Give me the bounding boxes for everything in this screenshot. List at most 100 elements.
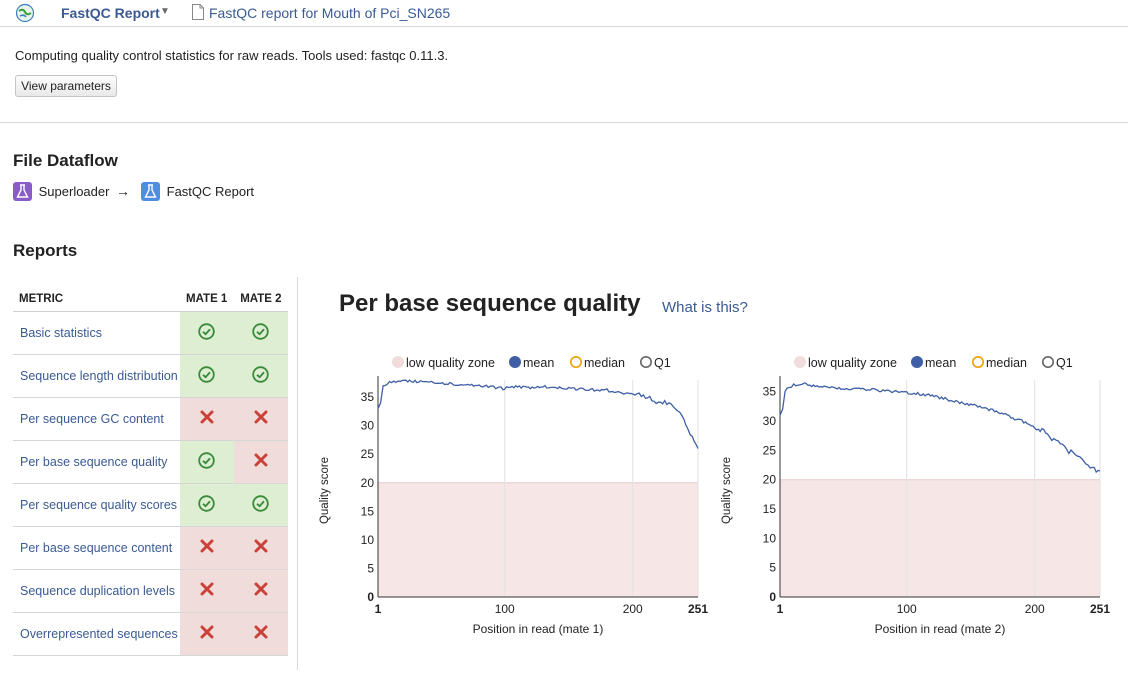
dataflow-target-label: FastQC Report <box>166 184 255 199</box>
document-title: FastQC report for Mouth of Pci_SN265 <box>209 5 451 21</box>
fail-cross-icon <box>200 625 214 639</box>
y-tick-label: 35 <box>763 385 777 399</box>
column-header-mate2: MATE 2 <box>233 288 288 312</box>
mate2-status <box>233 569 288 613</box>
dataflow-source[interactable]: Superloader <box>13 182 109 201</box>
y-tick-label: 10 <box>763 531 777 545</box>
table-row: Per sequence quality scores <box>13 483 288 527</box>
view-parameters-button[interactable]: View parameters <box>15 75 117 97</box>
table-row: Per sequence GC content <box>13 397 288 441</box>
table-row: Per base sequence quality <box>13 440 288 484</box>
y-tick-label: 25 <box>763 443 777 457</box>
dataflow-source-label: Superloader <box>38 184 110 199</box>
dataflow-target[interactable]: FastQC Report <box>141 182 254 201</box>
mate2-status <box>233 612 288 656</box>
mate2-status <box>233 483 288 527</box>
legend-marker <box>794 356 807 368</box>
pass-check-icon <box>198 365 215 383</box>
metric-link[interactable]: Per sequence quality scores <box>13 483 180 527</box>
x-tick-label: 100 <box>897 602 917 616</box>
fail-cross-icon <box>254 410 268 424</box>
pass-check-icon <box>198 322 215 340</box>
legend-entry: Q1 <box>654 356 671 370</box>
low-quality-zone <box>780 479 1100 597</box>
x-axis-label: Position in read (mate 1) <box>473 622 604 636</box>
y-tick-label: 5 <box>367 561 374 575</box>
mate1-status <box>179 483 234 527</box>
y-tick-label: 0 <box>367 590 374 604</box>
dataflow-title: File Dataflow <box>13 151 118 170</box>
legend-marker <box>569 356 582 368</box>
fail-cross-icon <box>200 582 214 596</box>
app-logo-icon[interactable] <box>15 3 35 23</box>
legend-marker <box>1041 356 1054 368</box>
pass-check-icon <box>252 365 270 383</box>
what-is-this-link[interactable]: What is this? <box>662 299 748 316</box>
x-tick-label: 1 <box>777 602 784 616</box>
metric-link[interactable]: Sequence length distribution <box>13 354 180 398</box>
table-row: Basic statistics <box>13 311 288 355</box>
app-title-menu[interactable]: FastQC Report <box>61 5 160 21</box>
metric-link[interactable]: Per sequence GC content <box>13 397 180 441</box>
mate2-status <box>233 397 288 441</box>
table-row: Sequence length distribution <box>13 354 288 398</box>
x-tick-label: 100 <box>495 602 515 616</box>
mate1-status <box>179 569 234 613</box>
metric-link[interactable]: Sequence duplication levels <box>13 569 180 613</box>
table-row: Sequence duplication levels <box>13 569 288 613</box>
mate1-status <box>179 440 234 484</box>
y-axis-label: Quality score <box>319 457 331 524</box>
x-tick-label: 251 <box>1090 602 1110 616</box>
y-tick-label: 30 <box>361 419 375 433</box>
metric-link[interactable]: Overrepresented sequences <box>13 612 180 656</box>
legend-marker <box>911 356 924 368</box>
metric-link[interactable]: Per base sequence content <box>13 526 180 570</box>
mate1-status <box>179 311 234 355</box>
y-axis-label: Quality score <box>721 457 733 524</box>
quality-chart-mate2: 0 5 10 15 20 25 30 35 1 100 200 251 Position in read… <box>721 356 1110 636</box>
x-tick-label: 200 <box>623 602 643 616</box>
tool-description: Computing quality control statistics for… <box>15 48 449 63</box>
legend-entry: median <box>986 356 1027 370</box>
mate1-status <box>179 526 234 570</box>
chevron-down-icon[interactable]: ▼ <box>160 6 170 17</box>
superloader-icon <box>13 182 32 201</box>
y-tick-label: 30 <box>763 414 777 428</box>
metrics-table: METRIC MATE 1 MATE 2 Basic statistics Seq… <box>13 288 288 656</box>
pass-check-icon <box>198 451 215 469</box>
table-header-row: METRIC MATE 1 MATE 2 <box>13 288 288 312</box>
mate1-status <box>179 354 234 398</box>
fail-cross-icon <box>254 625 268 639</box>
fail-cross-icon <box>200 539 214 553</box>
y-tick-label: 25 <box>361 447 375 461</box>
mate2-status <box>233 311 288 355</box>
legend-entry: median <box>584 356 625 370</box>
quality-chart-mate1: 0 5 10 15 20 25 30 35 1 100 200 251 Position in read… <box>319 356 708 636</box>
y-tick-label: 20 <box>763 473 777 487</box>
legend-marker <box>509 356 522 368</box>
fastqc-icon <box>141 182 160 201</box>
y-tick-label: 15 <box>763 502 777 516</box>
metric-link[interactable]: Per base sequence quality <box>13 440 180 484</box>
y-tick-label: 20 <box>361 476 375 490</box>
fail-cross-icon <box>254 582 268 596</box>
legend-marker <box>971 356 984 368</box>
legend-entry: mean <box>523 356 554 370</box>
pass-check-icon <box>252 322 270 340</box>
metric-link[interactable]: Basic statistics <box>13 311 180 355</box>
legend-entry: Q1 <box>1056 356 1073 370</box>
arrow-right-icon: → <box>116 183 130 199</box>
column-header-mate1: MATE 1 <box>179 288 234 312</box>
chart-section-title: Per base sequence quality <box>339 290 641 317</box>
document-icon <box>192 4 204 20</box>
mate2-status <box>233 440 288 484</box>
pass-check-icon <box>252 494 270 512</box>
y-tick-label: 35 <box>361 390 375 404</box>
x-tick-label: 251 <box>688 602 708 616</box>
mate1-status <box>179 397 234 441</box>
mate1-status <box>179 612 234 656</box>
pass-check-icon <box>198 494 215 512</box>
top-bar: FastQC Report ▼ FastQC report for Mouth … <box>0 0 1128 27</box>
mate2-status <box>233 354 288 398</box>
y-tick-label: 0 <box>769 590 776 604</box>
